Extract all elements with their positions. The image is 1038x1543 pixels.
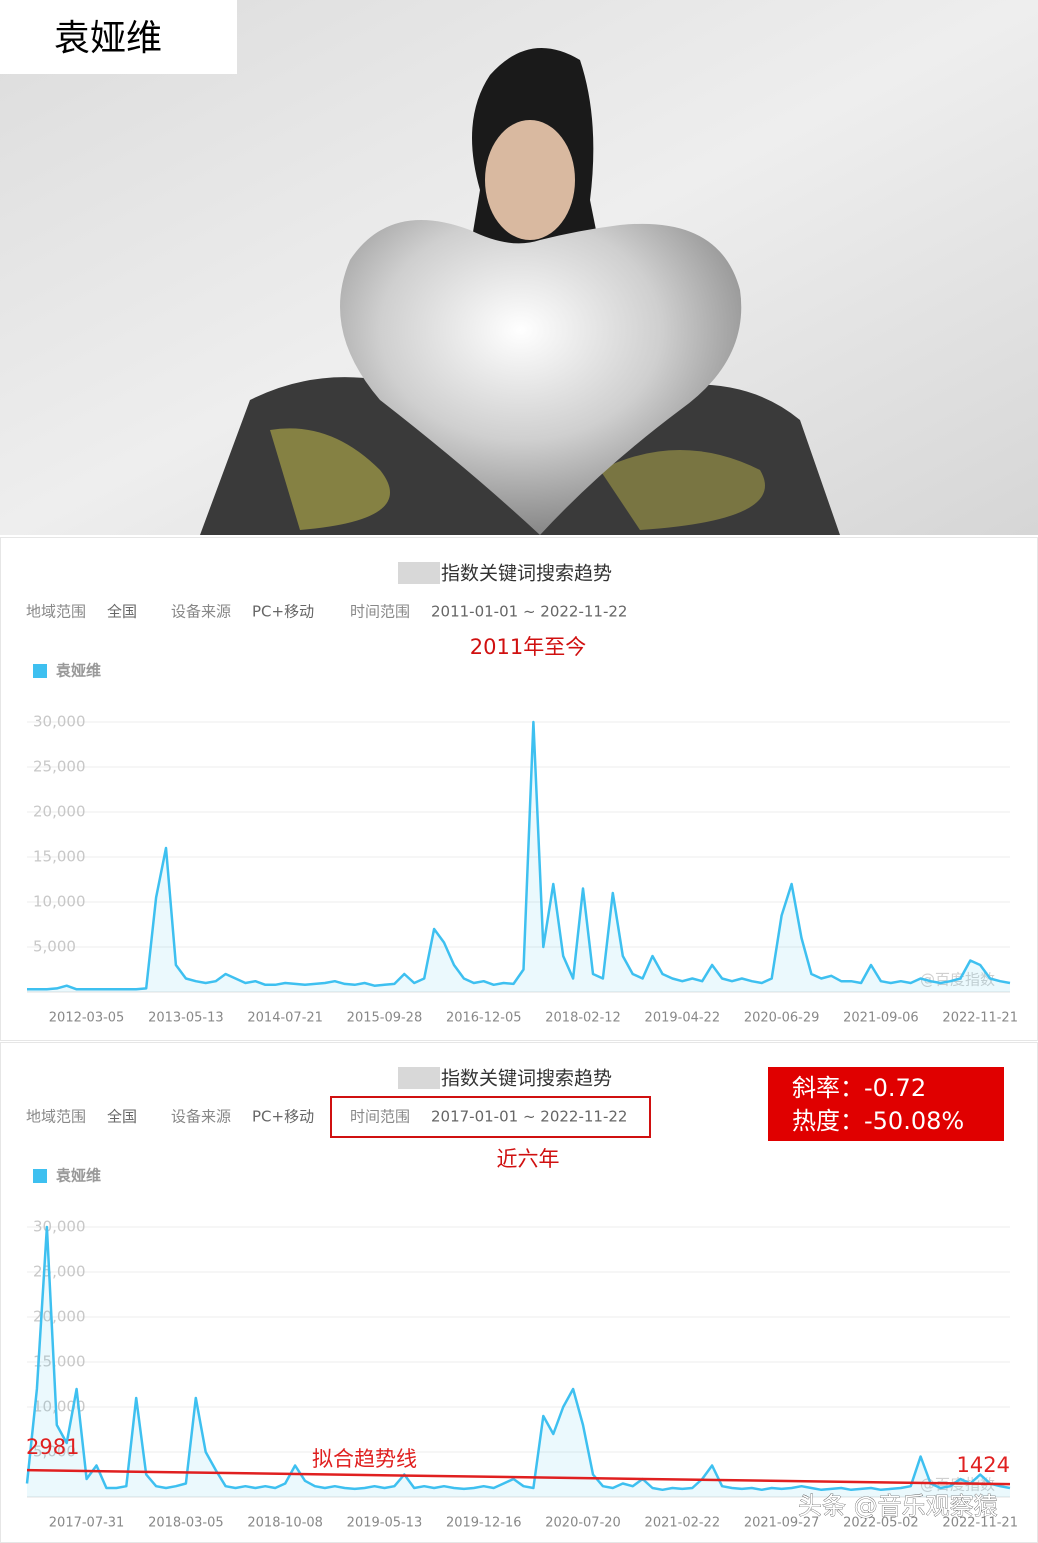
trend-end-label: 1424	[957, 1453, 1010, 1477]
filter-value: PC+移动	[252, 603, 314, 621]
x-tick-label: 2018-10-08	[247, 1516, 323, 1531]
filter-value: 2017-01-01 ~ 2022-11-22	[431, 1108, 627, 1126]
filter-value: 全国	[107, 603, 137, 621]
x-tick-label: 2018-02-12	[545, 1011, 621, 1026]
name-label-box	[0, 0, 237, 74]
y-tick-label: 5,000	[33, 938, 76, 956]
y-tick-label: 25,000	[33, 758, 86, 776]
x-tick-label: 2016-12-05	[446, 1011, 522, 1026]
chart-title: 指数关键词搜索趋势	[441, 1068, 612, 1090]
page-watermark: 头条 @音乐观察猿	[798, 1492, 998, 1520]
filter-label: 地域范围	[26, 603, 86, 621]
face	[485, 120, 575, 240]
y-tick-label: 5,000	[33, 1443, 76, 1461]
stat: 斜率：-0.72	[792, 1074, 926, 1102]
trend-name: 拟合趋势线	[312, 1447, 417, 1471]
filter-value: 全国	[107, 1108, 137, 1126]
x-tick-label: 2021-02-22	[645, 1516, 721, 1531]
x-tick-label: 2021-09-06	[843, 1011, 919, 1026]
trend-start-label: 2981	[26, 1435, 79, 1459]
dress-pattern	[600, 450, 765, 530]
x-tick-label: 2022-11-21	[942, 1011, 1018, 1026]
filter-label: 时间范围	[350, 603, 410, 621]
dress-pattern	[270, 428, 390, 530]
x-tick-label: 2022-05-02	[843, 1516, 919, 1531]
line	[25, 1225, 1011, 1492]
photo: 袁娅维	[0, 0, 1038, 535]
stats-box	[768, 1067, 1004, 1141]
annotation: 2011年至今	[470, 635, 586, 659]
x-tick-label: 2014-07-21	[247, 1011, 323, 1026]
filter-label: 设备来源	[171, 603, 231, 621]
silver-heart	[340, 220, 742, 535]
filter-value: 2011-01-01 ~ 2022-11-22	[431, 603, 627, 621]
y-tick-label: 30,000	[33, 713, 86, 731]
stat: 热度：-50.08%	[792, 1107, 964, 1135]
legend-swatch	[33, 1169, 47, 1183]
line	[27, 720, 1011, 991]
y-tick-label: 15,000	[33, 848, 86, 866]
y-tick-label: 20,000	[33, 803, 86, 821]
filter-label: 时间范围	[350, 1108, 410, 1126]
filter-label: 地域范围	[26, 1108, 86, 1126]
x-tick-label: 2015-09-28	[347, 1011, 423, 1026]
chart-panel	[0, 537, 1038, 1041]
x-tick-label: 2019-05-13	[347, 1516, 423, 1531]
name-label: 袁娅维	[54, 18, 162, 59]
y-tick-label: 30,000	[33, 1218, 86, 1236]
blurred-text	[398, 1067, 440, 1089]
x-tick-label: 2018-03-05	[148, 1516, 224, 1531]
highlight-box	[330, 1096, 651, 1138]
x-tick-label: 2017-07-31	[49, 1516, 125, 1531]
x-tick-label: 2020-06-29	[744, 1011, 820, 1026]
x-tick-label: 2019-04-22	[645, 1011, 721, 1026]
x-tick-label: 2020-07-20	[545, 1516, 621, 1531]
filter-label: 设备来源	[171, 1108, 231, 1126]
x-tick-label: 2021-09-27	[744, 1516, 820, 1531]
legend-swatch	[33, 664, 47, 678]
chart-title: 指数关键词搜索趋势	[441, 563, 612, 585]
annotation: 近六年	[497, 1147, 560, 1171]
blurred-text	[398, 562, 440, 584]
x-tick-label: 2022-11-21	[942, 1516, 1018, 1531]
legend-label: 袁娅维	[55, 1167, 101, 1185]
y-tick-label: 20,000	[33, 1308, 86, 1326]
x-tick-label: 2019-12-16	[446, 1516, 522, 1531]
y-tick-label: 15,000	[33, 1353, 86, 1371]
x-tick-label: 2012-03-05	[49, 1011, 125, 1026]
legend-label: 袁娅维	[55, 662, 101, 680]
x-tick-label: 2013-05-13	[148, 1011, 224, 1026]
y-tick-label: 10,000	[33, 893, 86, 911]
y-tick-label: 25,000	[33, 1263, 86, 1281]
filter-value: PC+移动	[252, 1108, 314, 1126]
trend-line	[26, 1468, 1011, 1486]
